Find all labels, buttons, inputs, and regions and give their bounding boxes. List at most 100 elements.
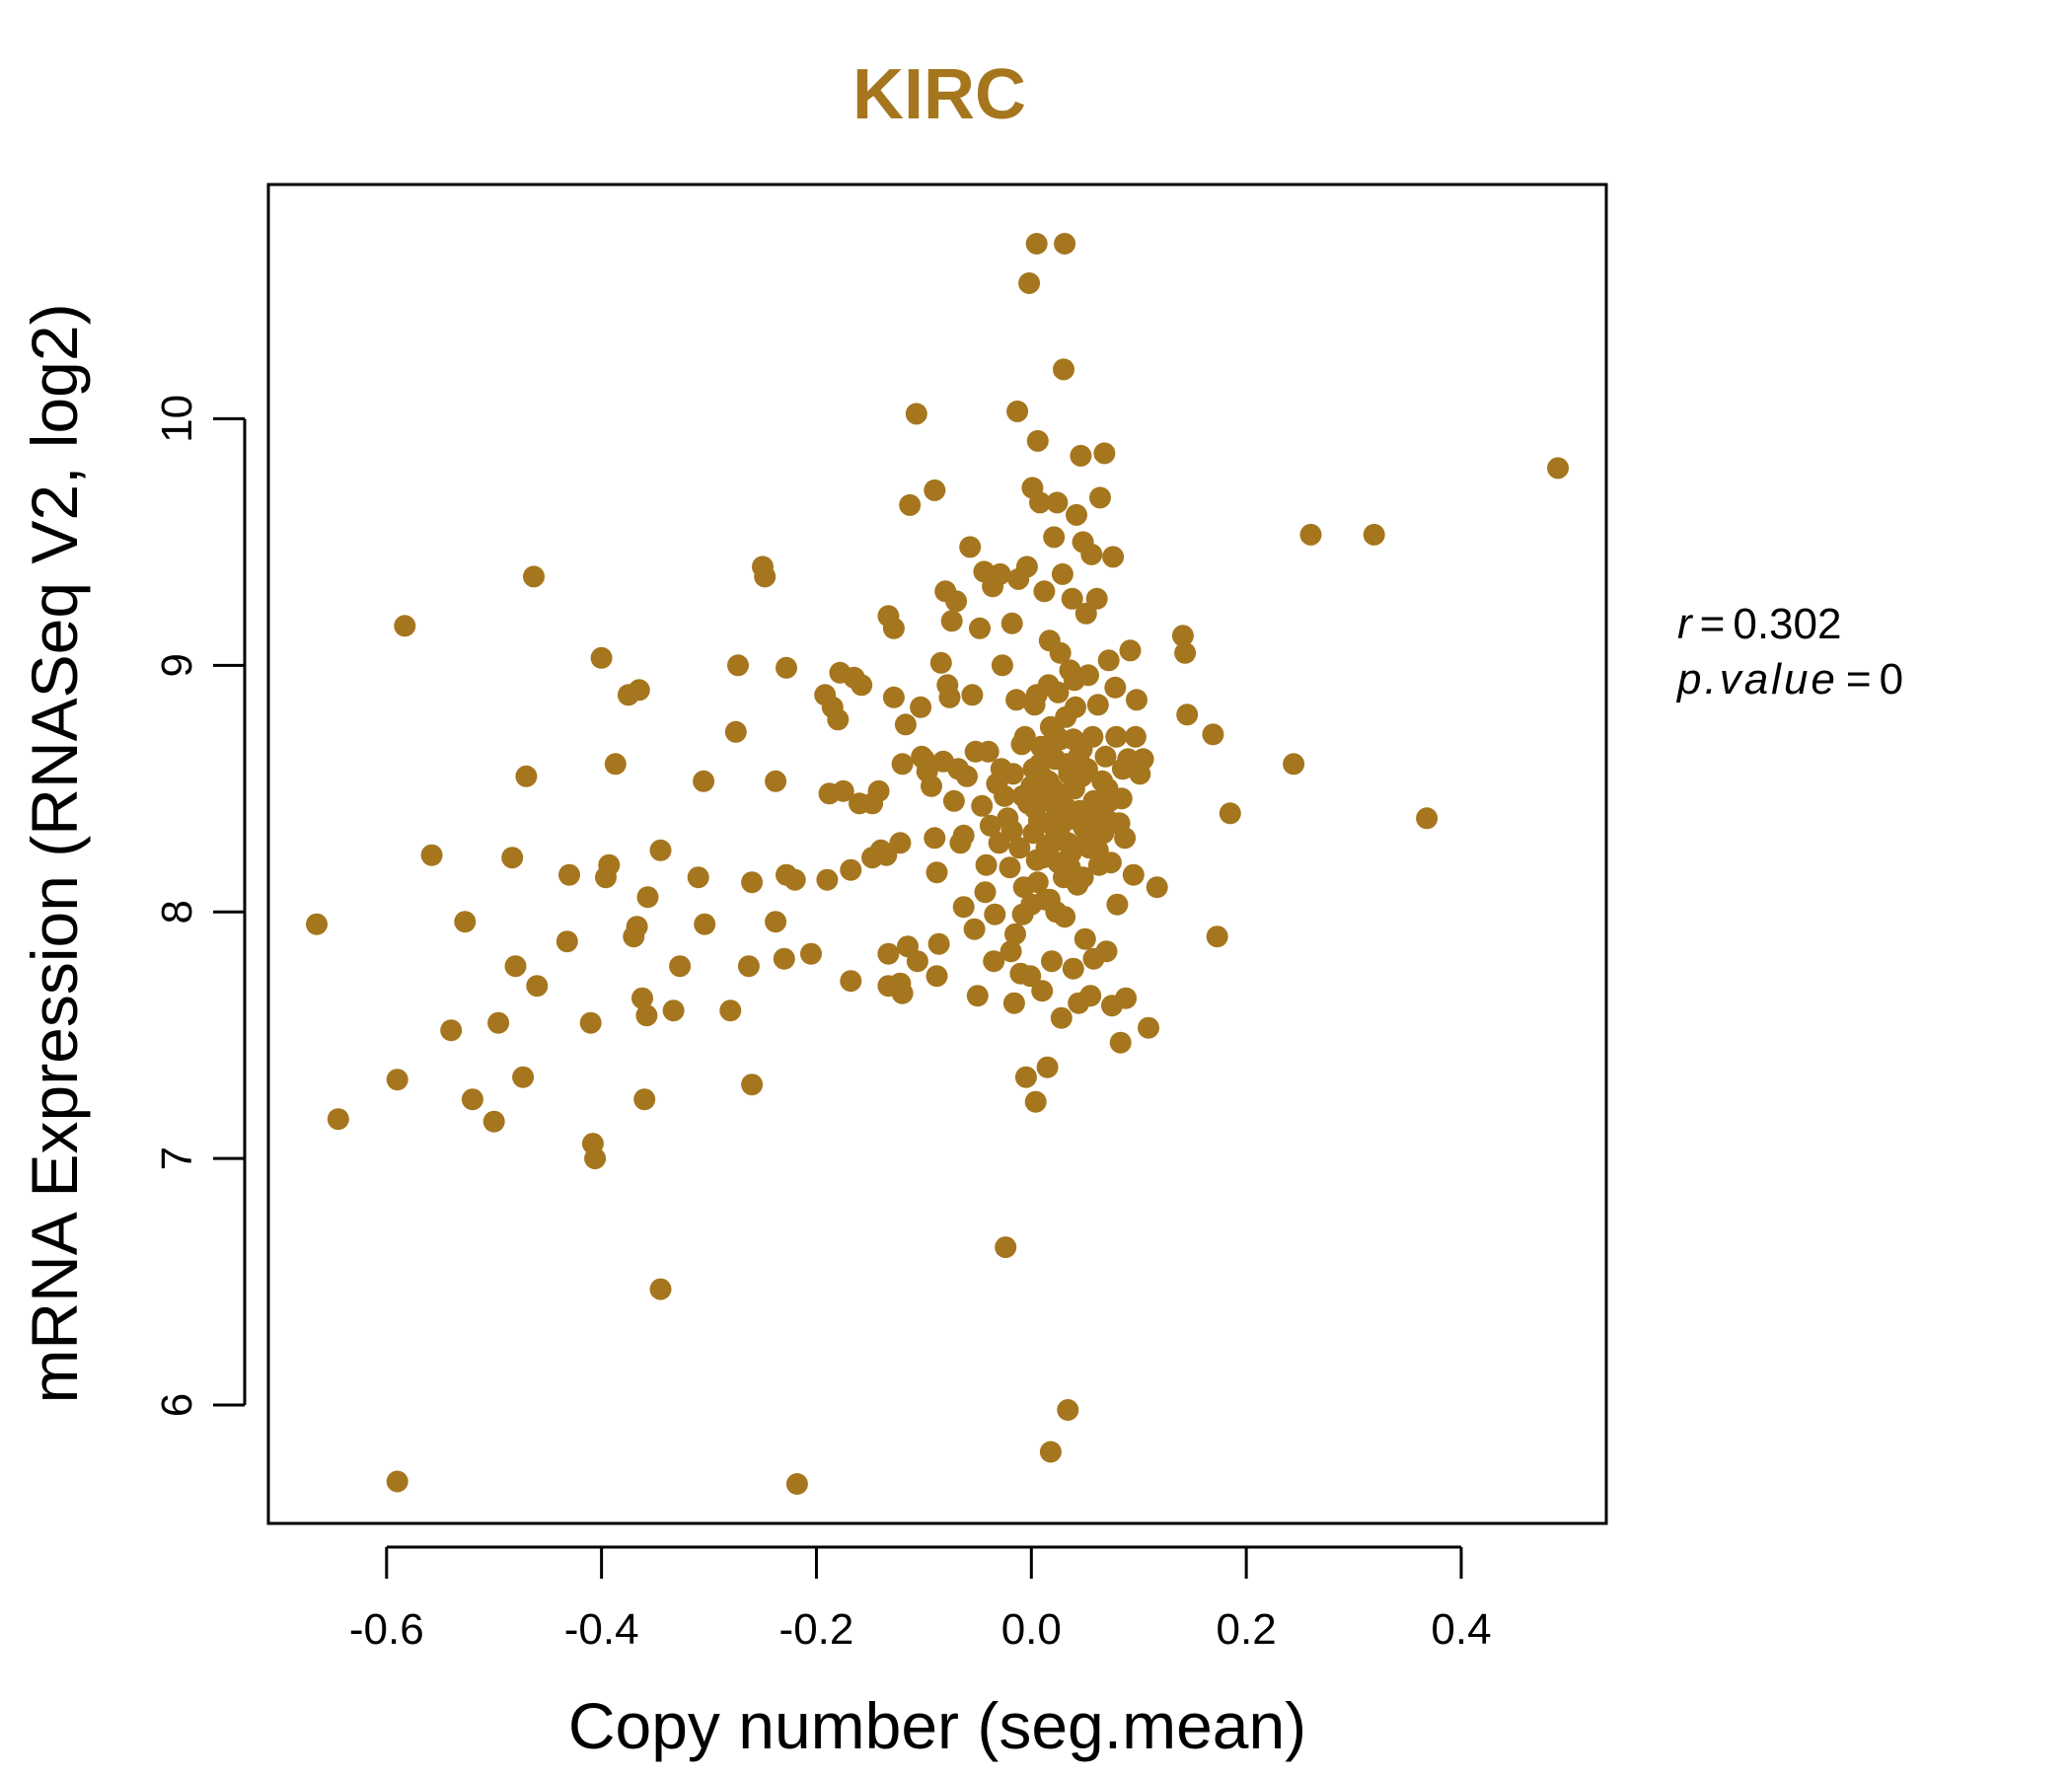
data-point [840,858,862,881]
data-point [929,651,952,674]
x-tick-label: 0.2 [1217,1605,1277,1654]
data-point [1051,562,1073,585]
data-point [501,847,524,869]
data-point [1080,543,1103,565]
data-point [1057,1399,1079,1421]
r-value: 0.302 [1733,600,1841,648]
data-point [1146,876,1168,899]
data-point [1019,965,1042,988]
r-label: r [1677,600,1694,648]
x-tick-label: -0.2 [779,1605,854,1654]
data-point [512,1066,535,1088]
data-point [754,565,777,588]
y-tick-label: 9 [153,653,201,677]
data-point [840,970,862,993]
data-point [1547,457,1569,480]
data-point [975,853,998,876]
data-point [894,713,917,736]
data-point [1122,863,1145,886]
data-point [579,1011,602,1034]
data-point [1000,612,1023,634]
data-point [966,985,989,1007]
data-point [1105,725,1128,748]
plot-area [266,183,1608,1525]
data-point [875,844,898,866]
data-point [1054,906,1076,928]
data-point [669,955,692,978]
data-point [1086,694,1109,716]
data-point [994,784,1016,807]
data-point [961,684,984,706]
data-point [590,646,613,669]
data-point [1126,689,1147,711]
data-point [628,679,650,702]
data-point [977,740,999,763]
data-point [938,686,961,708]
data-point [604,753,627,776]
data-point [816,868,839,891]
data-point [327,1108,349,1131]
data-point [942,789,965,812]
data-point [989,562,1011,585]
p-value-annotation: p.value = 0 [1675,655,1903,703]
data-point [867,779,890,802]
data-point [927,932,950,955]
data-point [1023,797,1046,820]
data-point [1363,523,1385,546]
data-point [1109,1031,1132,1054]
data-point [1081,725,1104,748]
data-point [1018,272,1041,294]
data-point [924,827,946,850]
data-point [454,911,477,933]
data-point [1037,674,1060,697]
y-tick-label: 7 [153,1147,201,1170]
data-point [386,1470,408,1493]
data-point [1061,587,1083,610]
data-point [1119,639,1142,662]
data-points [306,233,1569,1495]
data-point [983,950,1005,973]
data-point [386,1069,408,1091]
data-point [1299,523,1322,546]
data-point [1065,696,1086,718]
data-point [924,479,946,501]
data-point [487,1011,510,1034]
data-point [584,1147,607,1170]
x-tick-label: 0.4 [1431,1605,1491,1654]
data-point [899,493,922,516]
data-point [1015,555,1038,578]
data-point [694,913,716,935]
data-point [969,617,991,639]
data-point [773,947,795,970]
data-point [925,861,948,884]
data-point [693,770,715,792]
data-point [990,758,1012,780]
data-point [905,403,927,425]
data-point [724,720,747,743]
data-point [921,775,942,797]
data-point [979,814,1001,837]
data-point [1004,923,1026,945]
y-tick-label: 6 [153,1393,201,1417]
data-point [1102,546,1125,568]
data-point [827,708,850,731]
data-point [952,896,975,919]
data-point [649,839,672,861]
data-point [1033,580,1056,603]
data-point [1041,832,1063,854]
p-value: 0 [1880,655,1903,703]
data-point [785,1473,808,1495]
data-point [1036,738,1059,761]
x-tick-label: -0.6 [349,1605,424,1654]
data-point [523,565,545,588]
data-point [1008,837,1031,859]
data-point [719,999,742,1022]
data-point [1013,725,1036,748]
data-point [999,856,1021,879]
data-point [1089,486,1111,509]
data-point [1079,807,1102,830]
y-tick-label: 10 [153,395,201,443]
data-point [999,940,1022,963]
data-point [832,779,854,802]
